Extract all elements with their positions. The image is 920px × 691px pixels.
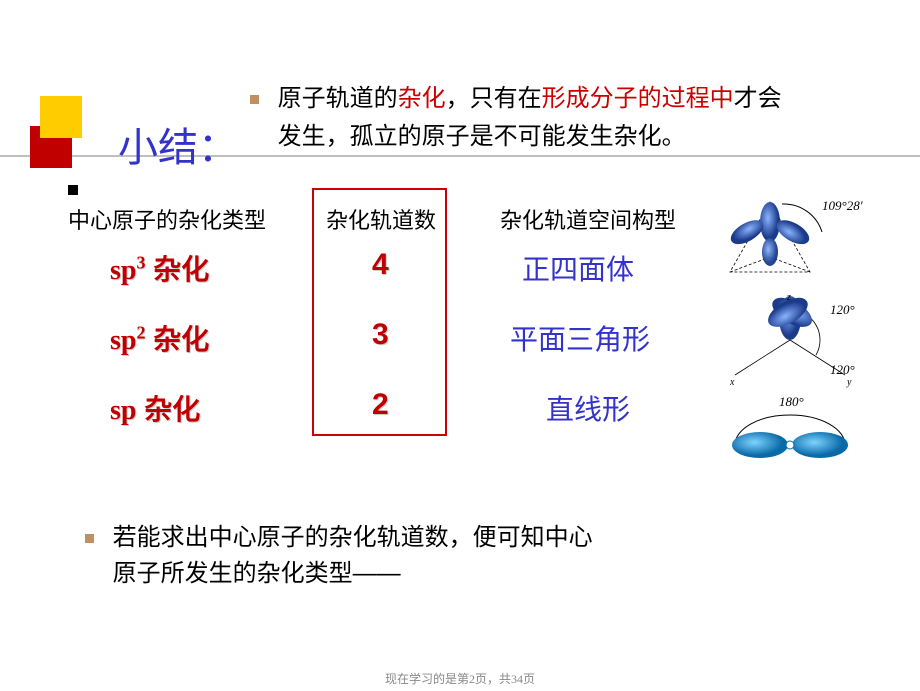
bullet1-prefix: 原子轨道的 [278, 85, 398, 112]
bullet1-red2: 形成分子的过程中 [542, 85, 734, 112]
bullet-square-icon [250, 95, 259, 104]
bullet-bottom: 若能求出中心原子的杂化轨道数，便可知中心 原子所发生的杂化类型—— [85, 520, 785, 592]
row2-geom: 平面三角形 [510, 318, 650, 358]
sp2-orbital-diagram: z x y 120° 120° [705, 290, 875, 390]
sp-angle: 180° [779, 394, 804, 410]
bullet1-red1: 杂化 [398, 85, 446, 112]
row3-num: 2 [372, 388, 389, 422]
page-footer: 现在学习的是第2页，共34页 [0, 670, 920, 687]
sp3-angle: 109°28′ [822, 198, 863, 214]
sp2-angle: 120° [830, 302, 855, 318]
row2-type: sp2 杂化 [110, 318, 209, 358]
bullet1-mid: ，只有在 [446, 85, 542, 112]
sp2-angle-2: 120° [830, 362, 855, 378]
bullet-top: 原子轨道的杂化，只有在形成分子的过程中才会 发生，孤立的原子是不可能发生杂化。 [250, 80, 890, 157]
row2-num: 3 [372, 318, 389, 352]
row1-geom: 正四面体 [522, 248, 634, 288]
svg-text:x: x [729, 377, 735, 388]
row1-type: sp3 杂化 [110, 248, 209, 288]
summary-title: 小结： [118, 115, 238, 173]
header-geom: 杂化轨道空间构型 [500, 203, 676, 235]
black-bullet-icon [68, 185, 78, 195]
svg-text:y: y [846, 377, 852, 388]
sp-orbital-diagram: 180° [705, 390, 875, 470]
row3-type: sp 杂化 [110, 388, 200, 428]
deco-yellow-square [40, 96, 82, 138]
bullet2-line1: 若能求出中心原子的杂化轨道数，便可知中心 [113, 524, 593, 551]
bullet-square-icon-2 [85, 534, 94, 543]
bullet1-suffix1: 才会 [734, 85, 782, 112]
svg-text:z: z [786, 292, 791, 303]
sp3-orbital-diagram: 109°28′ [710, 192, 870, 292]
row3-geom: 直线形 [546, 388, 630, 428]
row1-num: 4 [372, 248, 389, 282]
header-type: 中心原子的杂化类型 [68, 203, 266, 235]
bullet1-line2: 发生，孤立的原子是不可能发生杂化。 [278, 123, 686, 150]
bullet2-line2: 原子所发生的杂化类型—— [113, 560, 401, 587]
